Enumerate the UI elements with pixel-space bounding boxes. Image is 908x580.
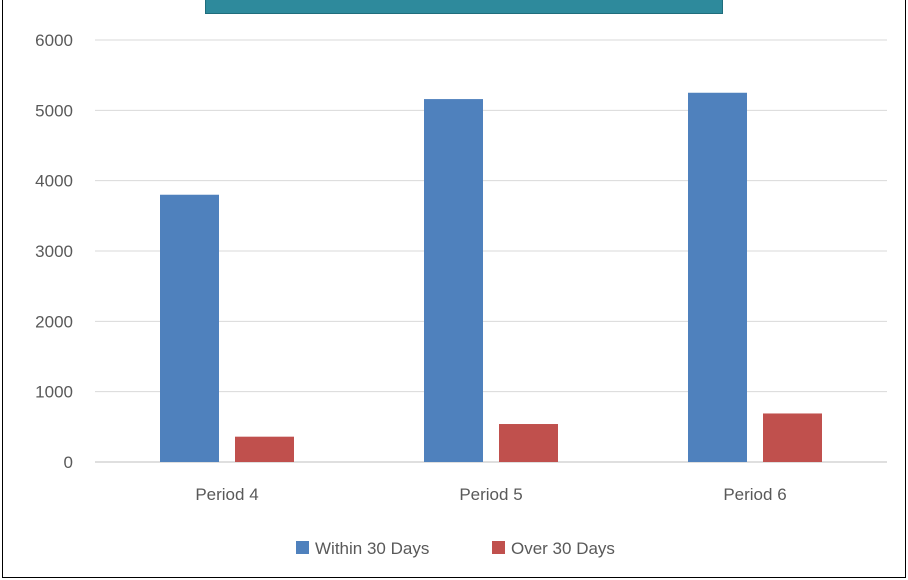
bar-over-30-days — [763, 413, 822, 462]
x-axis-ticks: Period 4 Period 5 Period 6 — [195, 485, 786, 504]
bars — [160, 92, 822, 462]
x-tick-label: Period 5 — [459, 485, 522, 504]
legend: Within 30 Days Over 30 Days — [296, 539, 615, 558]
title-banner — [205, 0, 723, 14]
y-tick-label: 1000 — [35, 383, 73, 402]
y-tick-label: 4000 — [35, 172, 73, 191]
legend-label: Within 30 Days — [315, 539, 429, 558]
y-tick-label: 2000 — [35, 312, 73, 331]
legend-swatch — [492, 541, 505, 554]
bar-within-30-days — [688, 92, 747, 462]
gridlines — [95, 39, 887, 463]
bar-within-30-days — [160, 194, 219, 462]
y-tick-label: 0 — [64, 453, 73, 472]
x-tick-label: Period 6 — [723, 485, 786, 504]
bar-over-30-days — [235, 436, 294, 462]
y-axis-ticks: 0 1000 2000 3000 4000 5000 6000 — [35, 31, 73, 472]
y-tick-label: 5000 — [35, 101, 73, 120]
bar-over-30-days — [499, 424, 558, 462]
y-tick-label: 6000 — [35, 31, 73, 50]
x-tick-label: Period 4 — [195, 485, 258, 504]
y-tick-label: 3000 — [35, 242, 73, 261]
legend-swatch — [296, 541, 309, 554]
bar-within-30-days — [424, 99, 483, 462]
legend-label: Over 30 Days — [511, 539, 615, 558]
